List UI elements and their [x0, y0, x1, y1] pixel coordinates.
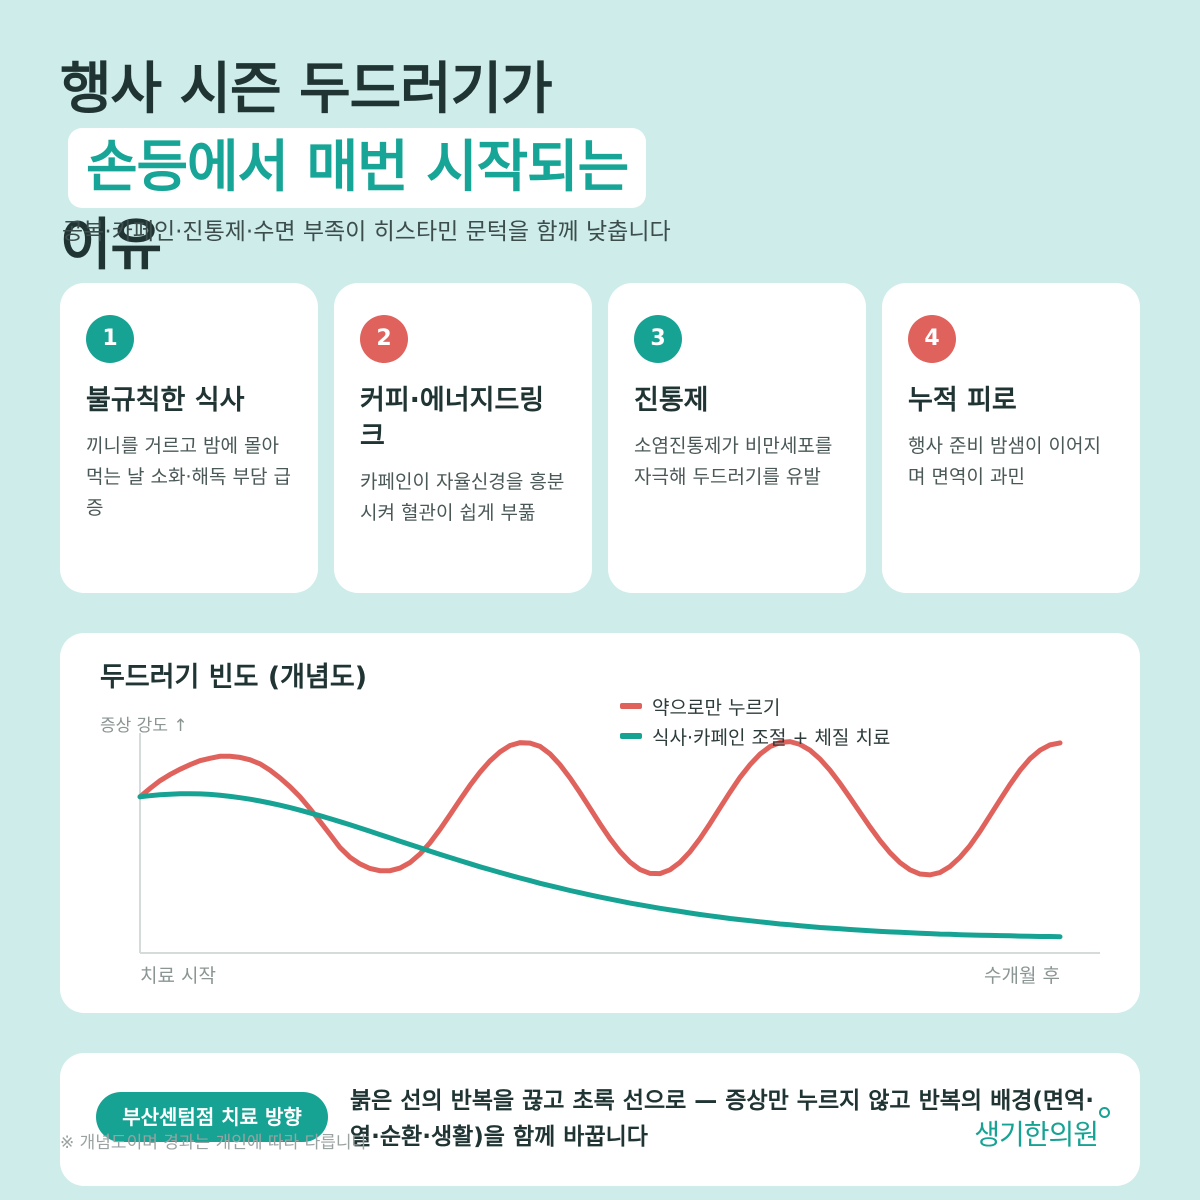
logo-dot-icon [1099, 1107, 1110, 1118]
cause-card-4: 4 누적 피로 행사 준비 밤샘이 이어지며 면역이 과민 [882, 283, 1140, 593]
y-axis-label: 증상 강도 ↑ [100, 716, 188, 736]
card-number-badge: 2 [360, 315, 408, 363]
legend-swatch [620, 733, 642, 739]
page-subtitle: 공복·카페인·진통제·수면 부족이 히스타민 문턱을 함께 낮춥니다 [62, 219, 671, 245]
chart-title: 두드러기 빈도 (개념도) [100, 662, 368, 693]
card-number-badge: 4 [908, 315, 956, 363]
legend-item-diet-and-constitution: 식사·카페인 조절 + 체질 치료 [620, 721, 890, 751]
card-description: 카페인이 자율신경을 흥분시켜 혈관이 쉽게 부풂 [360, 471, 565, 524]
clinic-logo: 생기한의원 [974, 1107, 1110, 1153]
cause-cards: 1 불규칙한 식사 끼니를 거르고 밤에 몰아 먹는 날 소화·해독 부담 급증… [60, 283, 1140, 593]
x-axis-end-label: 수개월 후 [984, 965, 1060, 987]
card-description: 끼니를 거르고 밤에 몰아 먹는 날 소화·해독 부담 급증 [86, 435, 291, 519]
card-title: 불규칙한 식사 [86, 385, 245, 416]
title-highlight: 손등에서 매번 시작되는 [68, 128, 647, 208]
title-part1: 행사 시즌 두드러기가 [60, 57, 553, 122]
series-line-diet-and-constitution [137, 791, 1063, 940]
frequency-chart [137, 733, 1100, 954]
card-number-badge: 1 [86, 315, 134, 363]
card-description: 소염진통제가 비만세포를 자극해 두드러기를 유발 [634, 435, 833, 488]
chart-legend: 약으로만 누르기 식사·카페인 조절 + 체질 치료 [620, 691, 890, 751]
treatment-message: 붉은 선의 반복을 끊고 초록 선으로 — 증상만 누르지 않고 반복의 배경(… [350, 1088, 1094, 1150]
series-line-medication-only [137, 739, 1063, 878]
branch-badge: 부산센텀점 치료 방향 [96, 1092, 328, 1142]
card-title: 진통제 [634, 385, 709, 416]
legend-item-medication-only: 약으로만 누르기 [620, 691, 890, 721]
x-axis-start-label: 치료 시작 [140, 965, 216, 987]
title-part2: 이유 [60, 213, 162, 278]
card-description: 행사 준비 밤샘이 이어지며 면역이 과민 [908, 435, 1101, 488]
logo-text: 생기한의원 [974, 1118, 1099, 1151]
card-title: 누적 피로 [908, 385, 1017, 416]
cause-card-1: 1 불규칙한 식사 끼니를 거르고 밤에 몰아 먹는 날 소화·해독 부담 급증 [60, 283, 318, 593]
legend-label: 약으로만 누르기 [652, 696, 781, 719]
disclaimer-note: ※ 개념도이며 경과는 개인에 따라 다릅니다 [60, 1133, 368, 1153]
page-title: 행사 시즌 두드러기가 손등에서 매번 시작되는 이유 [60, 52, 1140, 284]
cause-card-2: 2 커피·에너지드링크 카페인이 자율신경을 흥분시켜 혈관이 쉽게 부풂 [334, 283, 592, 593]
legend-label: 식사·카페인 조절 + 체질 치료 [652, 726, 891, 749]
legend-swatch [620, 703, 642, 709]
card-number-badge: 3 [634, 315, 682, 363]
chart-panel: 두드러기 빈도 (개념도) 증상 강도 ↑ 치료 시작 수개월 후 약으로만 누… [60, 633, 1140, 1013]
cause-card-3: 3 진통제 소염진통제가 비만세포를 자극해 두드러기를 유발 [608, 283, 866, 593]
treatment-direction-panel: 부산센텀점 치료 방향 붉은 선의 반복을 끊고 초록 선으로 — 증상만 누르… [60, 1053, 1140, 1186]
card-title: 커피·에너지드링크 [360, 385, 545, 452]
